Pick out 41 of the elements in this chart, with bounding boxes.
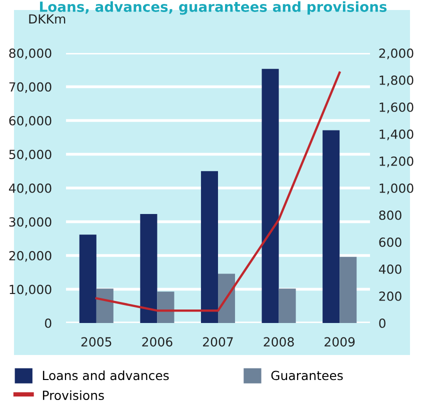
legend-label: Loans and advances	[42, 370, 169, 380]
y2-tick-label: 1,400	[380, 129, 414, 140]
y2-tick-label: 1,000	[380, 183, 414, 194]
bar	[200, 171, 218, 323]
y-tick-label: 50,000	[9, 150, 52, 160]
x-tick-label: 2006	[142, 337, 172, 347]
y2-tick-label: 800	[379, 210, 402, 220]
bar	[218, 274, 236, 323]
bar	[340, 256, 357, 323]
bar	[140, 214, 158, 323]
line-series	[95, 71, 341, 312]
bar	[96, 288, 114, 323]
legend-label: Provisions	[42, 390, 104, 400]
legend-label: Guarantees	[271, 370, 343, 380]
x-tick-label: 2009	[324, 337, 355, 347]
x-tick-label: 2008	[264, 337, 294, 347]
bar	[157, 292, 174, 323]
y-tick-label: 80,000	[9, 48, 52, 60]
y2-tick-label: 0	[379, 318, 386, 328]
bar	[322, 130, 340, 323]
chart-title: Loans, advances, guarantees and provisions	[40, 1, 387, 15]
y2-tick-label: 1,600	[380, 102, 414, 114]
y2-tick-label: 1,200	[380, 156, 414, 168]
x-tick-label: 2007	[203, 337, 233, 347]
x-tick-label: 2005	[81, 337, 112, 347]
y-tick-label: 0	[44, 318, 52, 328]
y-tick-label: 70,000	[9, 82, 52, 93]
bar	[278, 288, 296, 323]
y-tick-label: 20,000	[9, 250, 52, 262]
y2-tick-label: 200	[379, 291, 402, 301]
y-tick-label: 60,000	[9, 116, 52, 127]
bar	[262, 68, 279, 323]
y2-tick-label: 400	[378, 264, 402, 274]
y-tick-label: 10,000	[10, 284, 52, 296]
y-axis-title: DKKm	[29, 14, 66, 24]
bar	[79, 234, 96, 323]
y2-tick-label: 1,800	[380, 75, 414, 86]
y-tick-label: 40,000	[8, 183, 52, 194]
y2-tick-label: 2,000	[379, 48, 414, 60]
y-tick-label: 30,000	[9, 217, 52, 228]
y2-tick-label: 600	[379, 237, 402, 247]
